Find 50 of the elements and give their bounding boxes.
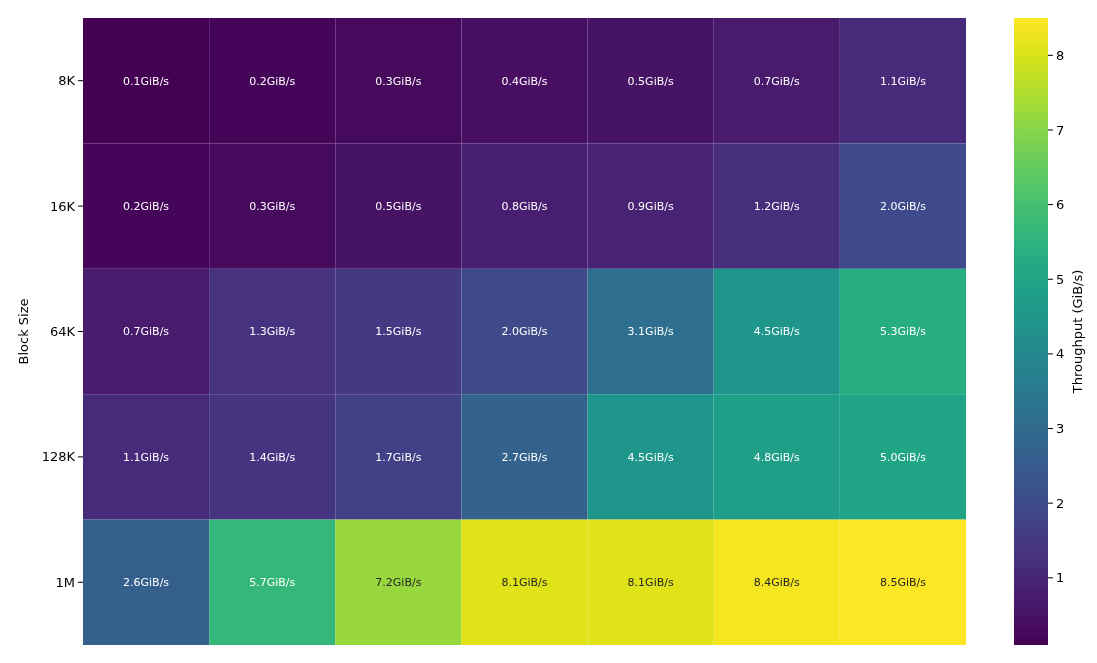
data-label: 1.2GiB/s [753,199,801,213]
data-label: 8.4GiB/s [753,576,801,590]
data-label: 0.5GiB/s [375,199,422,213]
data-label: 0.3GiB/s [375,74,422,88]
data-label: 2.7GiB/s [501,450,548,464]
data-label: 1.1GiB/s [123,450,170,464]
data-label: 4.5GiB/s [627,450,674,464]
data-label: 1.1GiB/s [879,74,927,88]
data-label: 7.2GiB/s [375,576,422,590]
data-label: 1.7GiB/s [375,450,422,464]
color-bar-label: 1 [1056,570,1065,586]
data-label: 8.1GiB/s [501,576,548,590]
y-tick-label: 128K [41,449,76,465]
y-tick-label: 8K [58,73,76,89]
data-label: 0.5GiB/s [627,74,674,88]
color-bar-label: 6 [1056,197,1065,213]
data-label: 0.1GiB/s [123,74,170,88]
data-label: 0.9GiB/s [627,199,674,213]
data-label: 3.1GiB/s [627,325,674,339]
data-label: 8.1GiB/s [627,576,674,590]
y-tick-label: 64K [49,324,76,340]
color-bar-label: 4 [1056,346,1065,362]
data-label: 0.7GiB/s [753,74,801,88]
data-label: 1.5GiB/s [375,325,422,339]
y-tick-label: 1M [55,574,75,590]
data-label: 0.3GiB/s [249,199,296,213]
y-tick-label: 16K [49,198,76,214]
color-bar-label: 5 [1056,271,1065,287]
data-label: 2.6GiB/s [123,576,170,590]
data-label: 0.4GiB/s [501,74,548,88]
data-label: 4.5GiB/s [753,325,801,339]
data-label: 5.3GiB/s [879,325,927,339]
y-axis-title: Block Size [16,298,31,365]
data-label: 1.4GiB/s [249,450,296,464]
data-label: 8.5GiB/s [879,576,927,590]
color-bar-label: 3 [1056,421,1065,437]
data-label: 0.7GiB/s [123,325,170,339]
data-label: 2.0GiB/s [501,325,548,339]
data-label: 1.3GiB/s [249,325,296,339]
data-label: 0.8GiB/s [501,199,548,213]
color-bar-title: Throughput (GiB/s) [1070,269,1085,395]
color-bar-label: 2 [1056,495,1065,511]
data-label: 5.7GiB/s [249,576,296,590]
data-label: 5.0GiB/s [879,450,927,464]
data-label: 4.8GiB/s [753,450,801,464]
data-label: 0.2GiB/s [123,199,170,213]
data-label: 2.0GiB/s [879,199,927,213]
data-label: 0.2GiB/s [249,74,296,88]
color-bar-label: 8 [1056,47,1065,63]
color-bar-label: 7 [1056,122,1065,138]
